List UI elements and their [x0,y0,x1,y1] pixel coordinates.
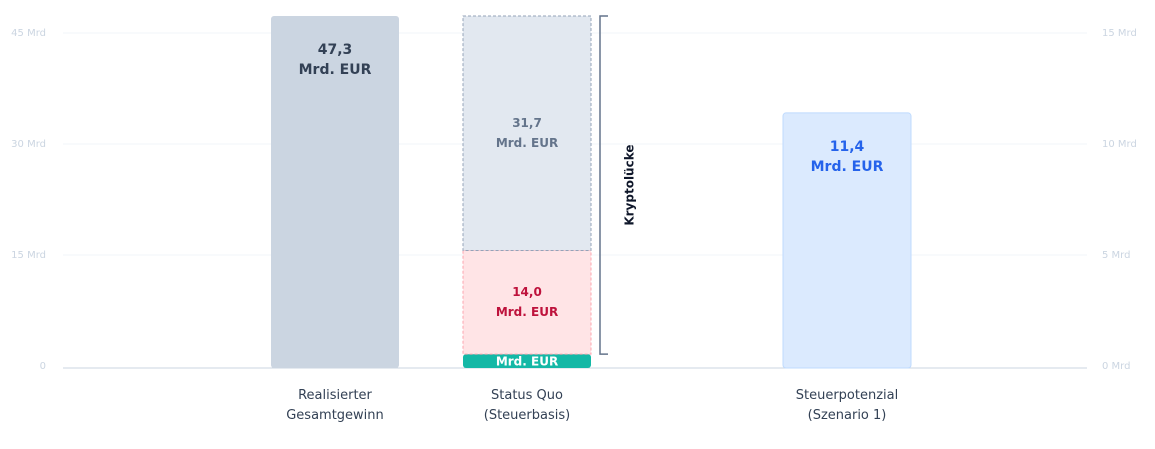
bar [463,354,591,368]
y-tick-label: 30 Mrd [11,139,46,150]
bar-label: 11,4 Mrd. EUR [811,139,884,175]
bar [462,15,592,252]
bar [271,15,399,368]
value-unit: Mrd. EUR [496,136,558,150]
y-tick-label: 0 [40,361,46,372]
y-tick-label: 15 Mrd [11,250,46,261]
y2-tick-label: 0 Mrd [1102,361,1130,372]
value-label: 31,7 [512,116,542,130]
x-tick-label: Status Quo (Steuerbasis) [483,388,571,423]
y2-tick-label: 15 Mrd [1102,28,1137,39]
bar [462,250,592,355]
y2-tick-label: 5 Mrd [1102,250,1130,261]
value-unit: Mrd. EUR [811,159,884,175]
value-unit: Mrd. EUR [496,305,558,319]
value-unit: Mrd. EUR [496,355,558,369]
x-tick-label: Realisierter Gesamtgewinn [286,388,384,423]
value-label: 11,4 [830,139,865,155]
y2-tick-label: 10 Mrd [1102,139,1137,150]
bar-label: Mrd. EUR [496,355,558,369]
annotation: Kryptolücke [623,144,637,225]
value-label: 47,3 [318,42,353,58]
bar [782,112,912,369]
bar-label: 31,7 Mrd. EUR [496,116,558,150]
bracket [599,15,608,355]
y-tick-label: 45 Mrd [11,28,46,39]
x-tick-label: Steuerpotenzial (Szenario 1) [795,388,899,423]
bar-label: 47,3 Mrd. EUR [299,42,372,78]
value-unit: Mrd. EUR [299,62,372,78]
value-label: 14,0 [512,285,542,299]
bar-label: 14,0 Mrd. EUR [496,285,558,319]
